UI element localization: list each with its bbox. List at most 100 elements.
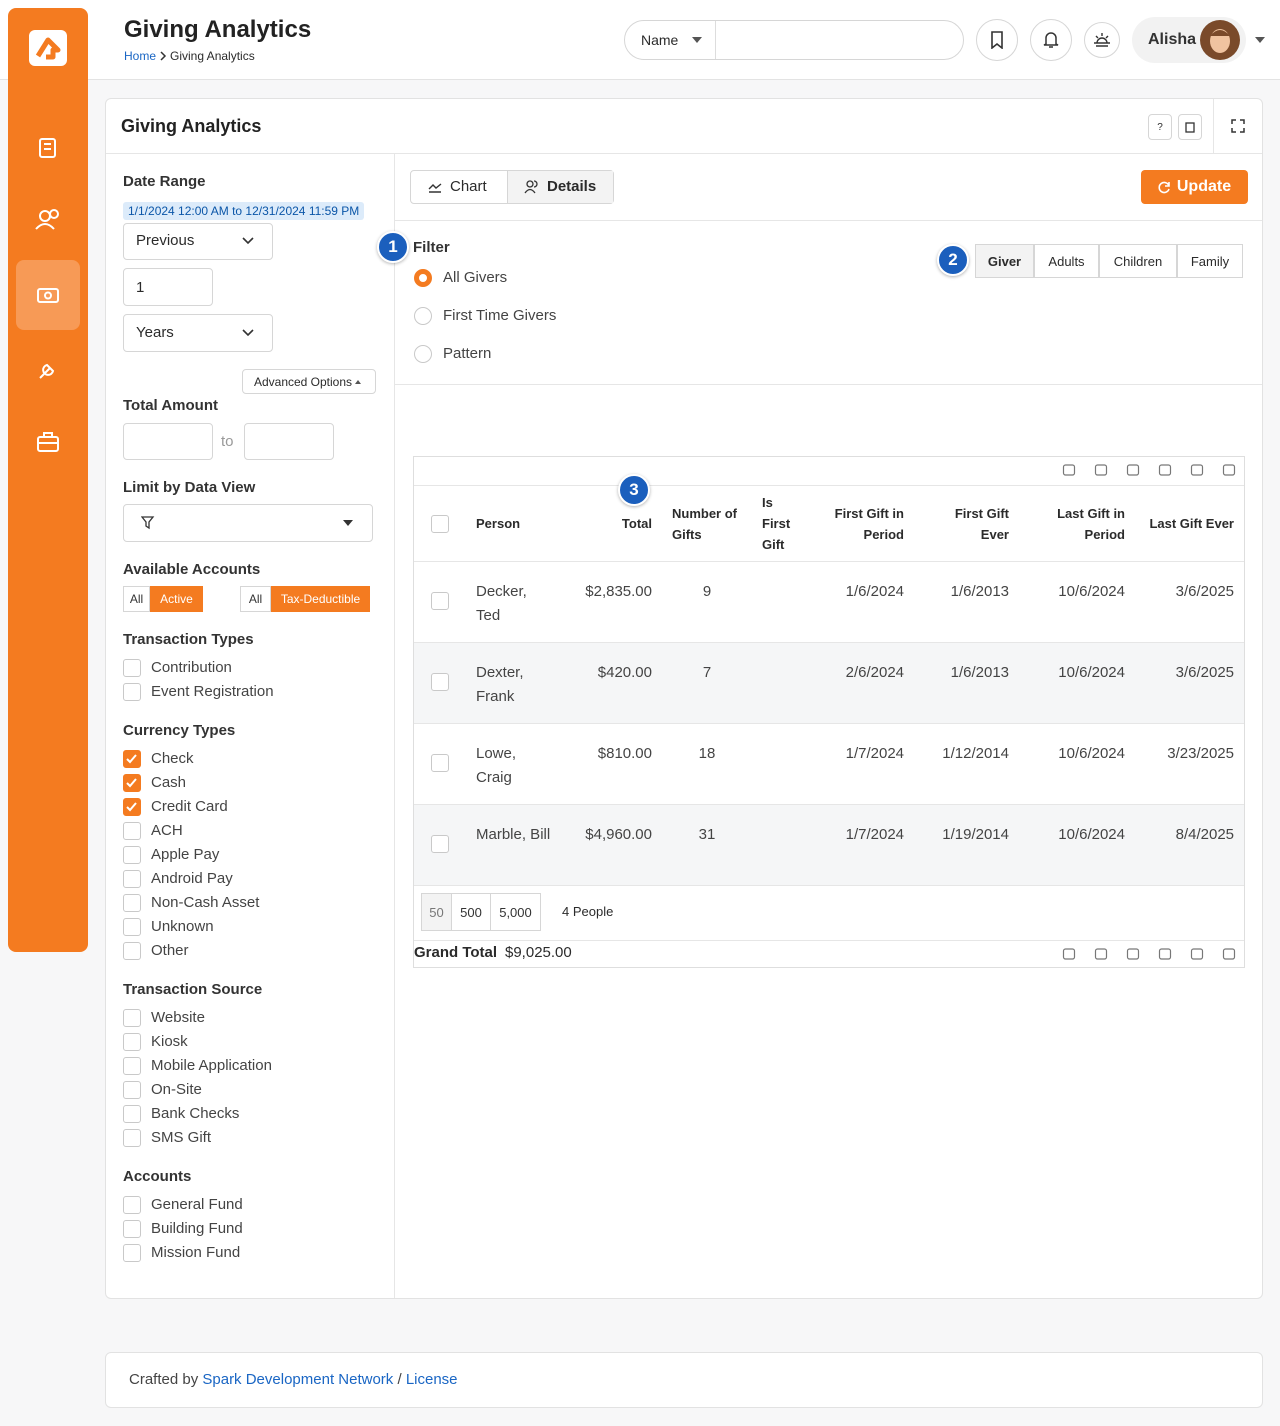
breadcrumb-home[interactable]: Home [124,49,157,63]
grid-action[interactable] [1222,463,1236,477]
column-header[interactable]: Total [621,516,652,531]
logo[interactable] [29,30,67,66]
grid-action[interactable] [1190,947,1204,961]
checkbox-label: Cash [151,774,187,791]
checkbox-label: Unknown [151,918,214,935]
notification-button[interactable] [1030,19,1072,61]
grid-row[interactable]: Lowe, Craig $810.00 18 1/7/2024 1/12/2014 10/… [414,723,1244,805]
copy-button[interactable] [1178,114,1202,140]
checkbox[interactable] [123,1196,141,1214]
amount-max[interactable] [244,423,334,460]
help-button[interactable]: ? [1148,114,1172,140]
checkbox[interactable] [123,822,141,840]
checkbox-label: Mobile Application [151,1057,272,1074]
footer-prefix: Crafted by [129,1371,199,1388]
checkbox[interactable] [123,1033,141,1051]
action-icon [1062,948,1076,960]
sidebar-icons[interactable] [30,130,66,460]
column-header[interactable]: Last Gift Ever [1149,516,1234,531]
checkbox[interactable] [431,514,449,533]
account-toggle[interactable]: All [240,586,271,612]
checkbox[interactable] [123,870,141,888]
radio[interactable] [414,269,432,287]
view-option[interactable]: Adults [1034,244,1099,278]
checkbox[interactable] [123,774,141,792]
checkbox[interactable] [123,1009,141,1027]
grid-action[interactable] [1126,947,1140,961]
page-size[interactable]: 5,000 [490,893,541,931]
tab-chart[interactable]: Chart [450,178,487,195]
page-size[interactable]: 50 [421,893,452,931]
update-button[interactable]: Update [1141,170,1248,204]
checkbox[interactable] [123,798,141,816]
column-header[interactable]: First Gift Ever [954,505,1009,542]
grid-row[interactable]: Marble, Bill $4,960.00 31 1/7/2024 1/19/2014… [414,804,1244,886]
account-toggle[interactable]: All [123,586,150,612]
grid-cell: 1/12/2014 [942,745,1009,762]
callout: 3 [618,474,650,506]
column-header[interactable]: Number of Gifts [672,505,737,542]
amount-min[interactable] [123,423,213,460]
column-header[interactable]: Last Gift in Period [1057,505,1125,542]
radio[interactable] [414,345,432,363]
view-option[interactable]: Giver [975,244,1034,278]
tab-details[interactable]: Details [547,178,597,195]
view-option[interactable]: Children [1099,244,1177,278]
search-type[interactable]: Name [641,32,679,48]
checkbox[interactable] [123,1057,141,1075]
bookmark-button[interactable] [976,19,1018,61]
checkbox[interactable] [123,846,141,864]
checkbox[interactable] [431,592,449,610]
view-option[interactable]: Family [1177,244,1243,278]
grid-action[interactable] [1094,947,1108,961]
column-header[interactable]: First Gift in Period [834,505,904,542]
data-view-select[interactable] [123,504,373,542]
advanced-options[interactable]: Advanced Options [242,369,376,394]
checkbox[interactable] [431,673,449,691]
theme-button[interactable] [1084,22,1120,58]
grid-action[interactable] [1190,463,1204,477]
checkbox[interactable] [123,750,141,768]
grid-action[interactable] [1062,947,1076,961]
checkbox-label: Website [151,1009,205,1026]
checkbox[interactable] [123,894,141,912]
search[interactable] [624,20,964,60]
panel-title: Giving Analytics [121,116,262,136]
account-toggle[interactable]: Tax-Deductible [271,586,370,612]
checkbox[interactable] [123,659,141,677]
checkbox[interactable] [123,1081,141,1099]
column-header[interactable]: Is First Gift [762,495,791,552]
footer-link[interactable]: Spark Development Network [202,1371,394,1388]
checkbox[interactable] [123,1129,141,1147]
checkbox-label: SMS Gift [151,1129,212,1146]
fullscreen-icon[interactable] [1231,119,1245,133]
action-icon [1126,464,1140,476]
grid-action[interactable] [1126,463,1140,477]
radio[interactable] [414,307,432,325]
checkbox[interactable] [123,942,141,960]
checkbox[interactable] [123,918,141,936]
column-header[interactable]: Person [476,516,521,531]
range-count-input[interactable] [123,268,213,306]
user-name[interactable]: Alisha [1148,31,1197,48]
checkbox[interactable] [123,683,141,701]
checkbox[interactable] [123,1220,141,1238]
grid-action[interactable] [1062,463,1076,477]
range-mode-select[interactable] [123,223,273,260]
grid-row[interactable]: Dexter, Frank $420.00 7 2/6/2024 1/6/2013 10/… [414,642,1244,724]
grid-action[interactable] [1158,463,1172,477]
page-size[interactable]: 500 [451,893,491,931]
account-toggle[interactable]: Active [150,586,203,612]
checkbox[interactable] [123,1105,141,1123]
checkbox[interactable] [123,1244,141,1262]
grid-action[interactable] [1222,947,1236,961]
checkbox[interactable] [431,754,449,772]
footer-license[interactable]: License [405,1371,458,1388]
checkbox[interactable] [431,835,449,853]
grid-action[interactable] [1158,947,1172,961]
range-unit-select[interactable] [123,314,273,352]
grid-row[interactable]: Decker, Ted $2,835.00 9 1/6/2024 1/6/2013 10/… [414,561,1244,643]
grid-action[interactable] [1094,463,1108,477]
theme-icon [1094,33,1110,47]
